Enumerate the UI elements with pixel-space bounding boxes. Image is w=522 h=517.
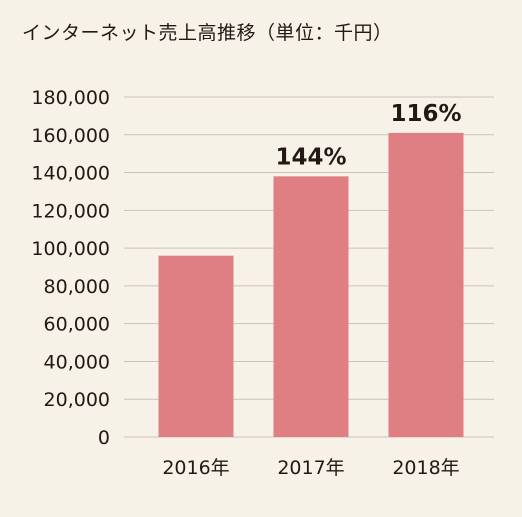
bar-2016年 bbox=[158, 255, 234, 437]
data-label: 116% bbox=[390, 101, 461, 127]
y-tick-label: 140,000 bbox=[31, 163, 110, 185]
x-tick-label: 2018年 bbox=[392, 457, 459, 479]
data-label: 144% bbox=[275, 144, 346, 170]
y-tick-label: 80,000 bbox=[44, 276, 110, 298]
y-tick-label: 40,000 bbox=[44, 351, 110, 373]
y-tick-label: 100,000 bbox=[31, 238, 110, 260]
bar-2017年 bbox=[273, 176, 349, 438]
x-axis-tick-labels: 2016年 2017年 2018年 bbox=[162, 457, 459, 479]
y-axis-tick-labels: 0 20,000 40,000 60,000 80,000 100,000 120,000 1… bbox=[31, 87, 110, 449]
bars bbox=[158, 132, 464, 438]
y-tick-label: 0 bbox=[98, 427, 110, 449]
chart-title: インターネット売上高推移（単位：千円） bbox=[22, 22, 393, 44]
y-tick-label: 20,000 bbox=[44, 389, 110, 411]
x-tick-label: 2017年 bbox=[277, 457, 344, 479]
x-tick-label: 2016年 bbox=[162, 457, 229, 479]
bar-2018年 bbox=[388, 132, 464, 437]
y-tick-label: 120,000 bbox=[31, 200, 110, 222]
y-tick-label: 60,000 bbox=[44, 314, 110, 336]
y-tick-label: 180,000 bbox=[31, 87, 110, 109]
y-tick-label: 160,000 bbox=[31, 125, 110, 147]
data-labels: 144% 116% bbox=[275, 101, 461, 170]
